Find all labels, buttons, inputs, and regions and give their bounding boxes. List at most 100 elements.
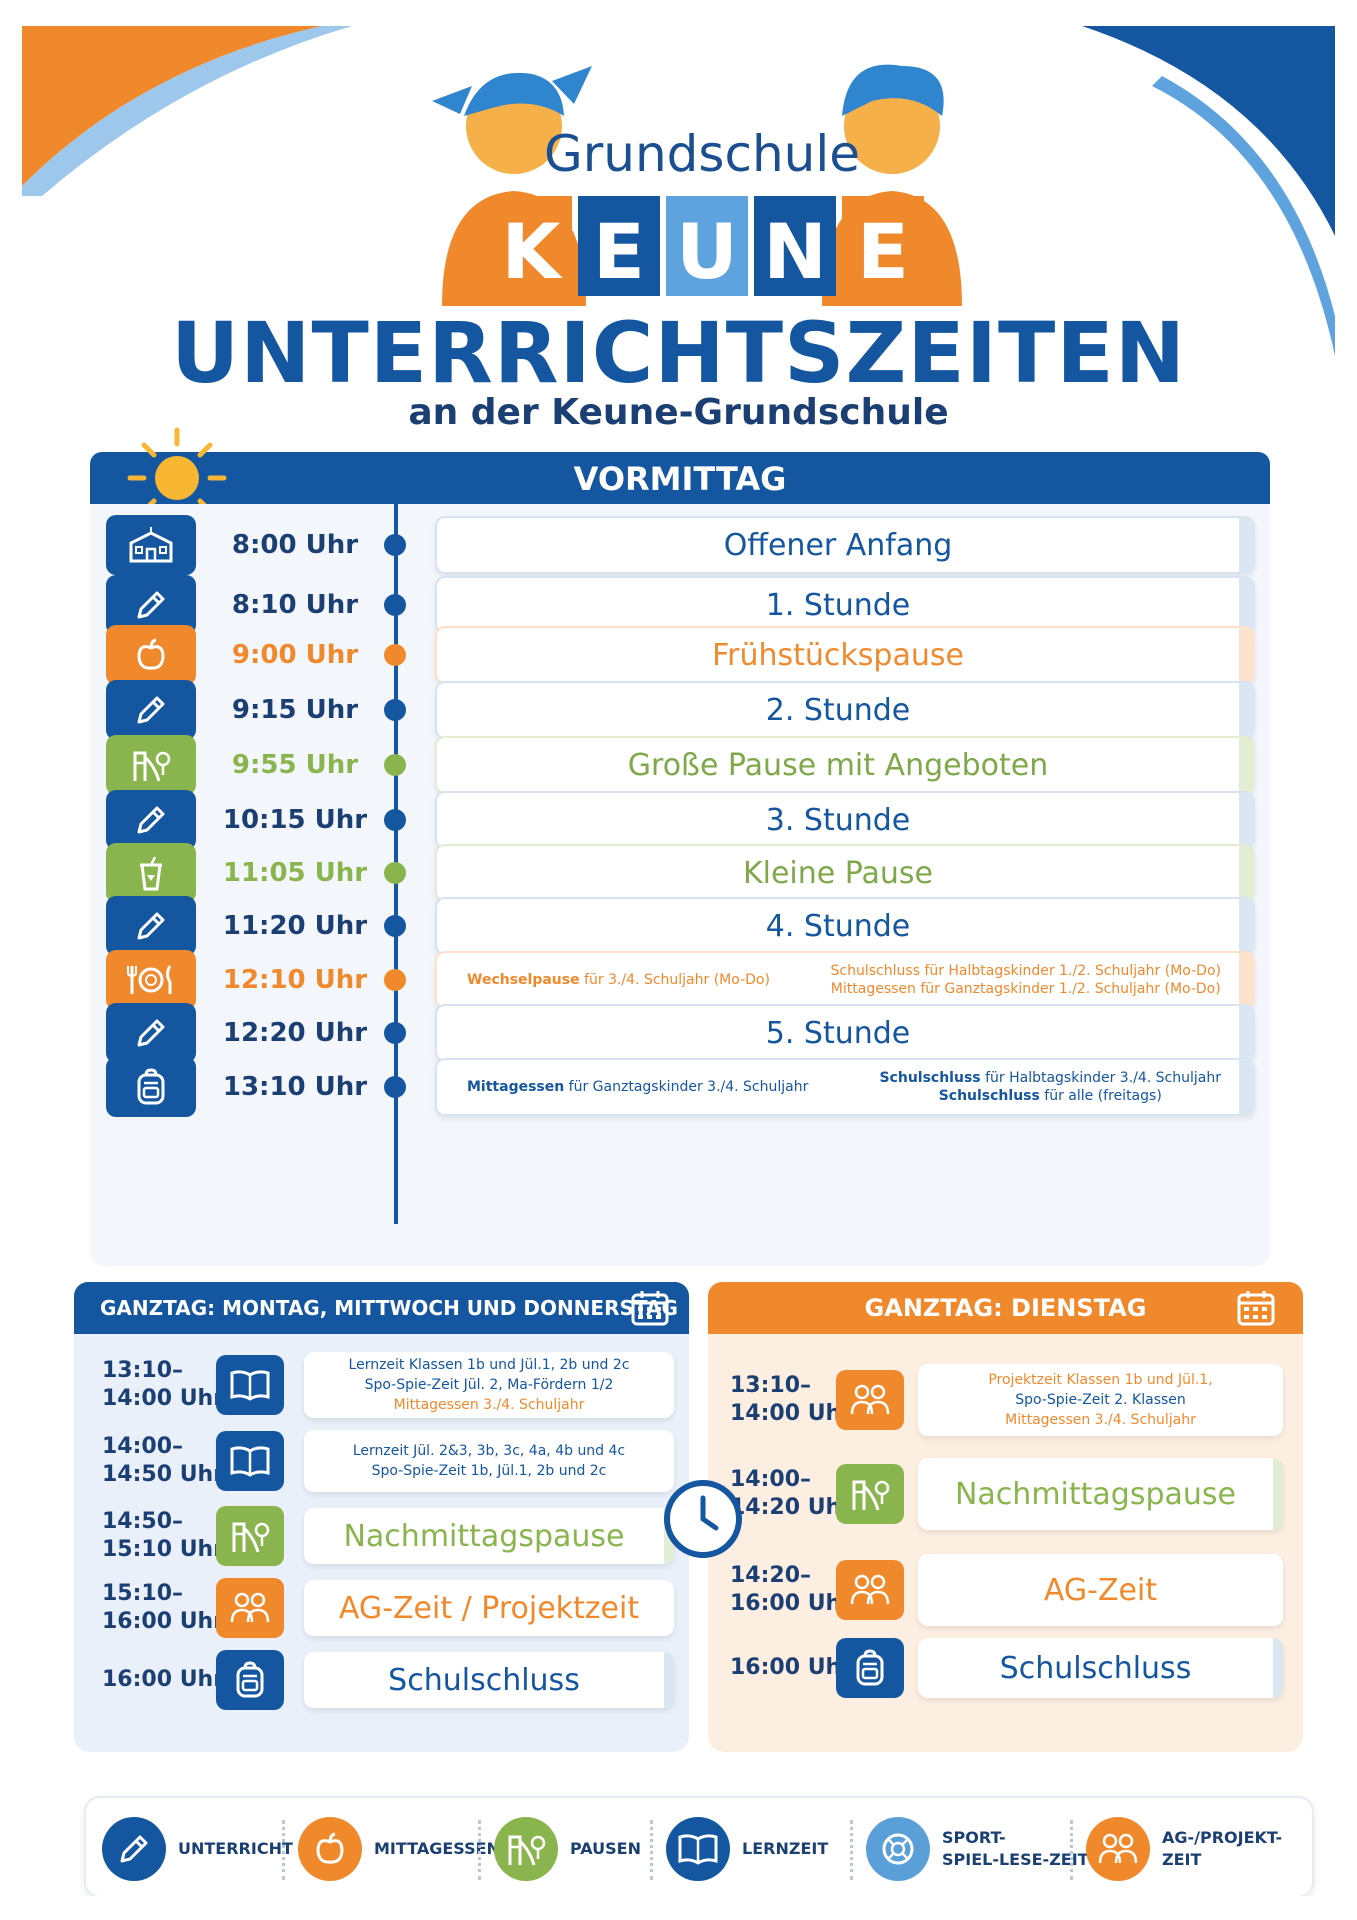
pencil-icon (106, 790, 196, 850)
ganztag-entry: Projektzeit Klassen 1b und Jül.1, Spo-Spi… (918, 1364, 1283, 1436)
book-icon (666, 1817, 730, 1881)
schedule-row: 10:15 Uhr 3. Stunde (90, 790, 1270, 850)
legend-label-line: MITTAGESSEN (374, 1839, 500, 1858)
entry-right-line: Schulschluss für Halbtagskinder 1./2. Sc… (830, 963, 1221, 979)
schedule-time: 13:10 Uhr (222, 1072, 368, 1102)
schedule-label: 1. Stunde (765, 587, 911, 623)
legend-separator (1070, 1820, 1073, 1880)
legend-item: MITTAGESSEN (298, 1816, 500, 1882)
legend-separator (850, 1820, 853, 1880)
ball-icon (866, 1817, 930, 1881)
schedule-row: 8:00 Uhr Offener Anfang (90, 515, 1270, 575)
legend-label: UNTERRICHT (178, 1838, 293, 1860)
legend-separator (650, 1820, 653, 1880)
pencil-icon (106, 1003, 196, 1063)
legend-label: MITTAGESSEN (374, 1838, 500, 1860)
entry-right-line: Schulschluss für Halbtagskinder 3./4. Sc… (879, 1069, 1221, 1087)
backpack-icon (106, 1057, 196, 1117)
schedule-label: 2. Stunde (765, 692, 911, 728)
schedule-label: 3. Stunde (765, 802, 911, 838)
ganztag-time-end: 14:00 Uhr (102, 1386, 225, 1411)
schedule-label: Große Pause mit Angeboten (627, 747, 1049, 783)
schedule-row: 12:20 Uhr 5. Stunde (90, 1003, 1270, 1063)
legend-separator (282, 1820, 285, 1880)
group-icon (836, 1370, 904, 1430)
svg-text:Grundschule: Grundschule (544, 125, 860, 183)
legend-label-line: SPORT- (942, 1828, 1006, 1847)
ganztag-time: 14:00– 14:50 Uhr (102, 1433, 224, 1489)
schedule-row: 11:20 Uhr 4. Stunde (90, 896, 1270, 956)
group-icon (836, 1560, 904, 1620)
ganztag-right-panel: GANZTAG: DIENSTAG 13:10– 14:00 Uhr Projekt… (708, 1282, 1303, 1752)
ganztag-entry-label: Nachmittagspause (954, 1476, 1236, 1512)
ganztag-entry-line: Lernzeit Klassen 1b und Jül.1, 2b und 2c (348, 1357, 630, 1373)
legend-label: LERNZEIT (742, 1838, 828, 1860)
ganztag-entry-line: Mittagessen 3./4. Schuljahr (393, 1397, 585, 1413)
legend-separator (478, 1820, 481, 1880)
ganztag-time-start: 14:00– (730, 1467, 812, 1492)
schedule-label: 4. Stunde (765, 908, 911, 944)
schedule-label: Offener Anfang (723, 527, 953, 563)
timeline-dot (384, 699, 406, 721)
schedule-entry: Wechselpause für 3./4. Schuljahr (Mo-Do)… (435, 951, 1255, 1009)
timeline-dot (384, 1022, 406, 1044)
group-icon (1086, 1817, 1150, 1881)
playground-icon (106, 735, 196, 795)
ganztag-entry: AG-Zeit / Projektzeit (304, 1580, 674, 1636)
ganztag-entry-label: Schulschluss (999, 1650, 1192, 1686)
ganztag-time-start: 13:10– (102, 1358, 184, 1383)
apple-icon (298, 1817, 362, 1881)
logo-letter: E (593, 207, 645, 296)
legend-label-line: LERNZEIT (742, 1839, 829, 1858)
entry-right-bold: Schulschluss (879, 1070, 981, 1086)
legend-label: AG-/PROJEKT- ZEIT (1162, 1827, 1282, 1871)
backpack-icon (836, 1638, 904, 1698)
ganztag-entry: Schulschluss (918, 1638, 1283, 1698)
ganztag-entry: Schulschluss (304, 1652, 674, 1708)
legend-item: SPORT- SPIEL-LESE-ZEIT (866, 1816, 1089, 1882)
ganztag-entry-label: Schulschluss (388, 1662, 580, 1698)
ganztag-time: 15:10– 16:00 Uhr (102, 1580, 224, 1636)
ganztag-entry: Nachmittagspause (304, 1508, 674, 1564)
schedule-time: 10:15 Uhr (222, 805, 368, 835)
calendar-icon (630, 1289, 670, 1327)
ganztag-entry: Nachmittagspause (918, 1458, 1283, 1530)
schedule-time: 9:55 Uhr (231, 750, 359, 780)
schedule-label: Kleine Pause (742, 855, 934, 891)
ganztag-time-end: 16:00 Uhr (730, 1591, 853, 1616)
schedule-row: 12:10 Uhr Wechselpause für 3./4. Schuljah… (90, 950, 1270, 1010)
schedule-time: 12:20 Uhr (222, 1018, 368, 1048)
ganztag-entry-line: Mittagessen 3./4. Schuljahr (1005, 1412, 1196, 1428)
ganztag-time-end: 15:10 Uhr (102, 1537, 225, 1562)
legend-label-line: UNTERRICHT (178, 1839, 293, 1858)
ganztag-time-start: 14:00– (102, 1434, 184, 1459)
ganztag-time-end: 14:20 Uhr (730, 1495, 853, 1520)
schedule-row: 9:15 Uhr 2. Stunde (90, 680, 1270, 740)
schedule-row: 11:05 Uhr Kleine Pause (90, 843, 1270, 903)
timeline-dot (384, 754, 406, 776)
ganztag-time-end: 14:50 Uhr (102, 1462, 225, 1487)
entry-left-rest: für 3./4. Schuljahr (Mo-Do) (579, 972, 770, 988)
ganztag-time: 13:10– 14:00 Uhr (730, 1372, 852, 1428)
legend-item: UNTERRICHT (102, 1816, 293, 1882)
ganztag-left-panel: GANZTAG: MONTAG, MITTWOCH UND DONNERSTAG… (74, 1282, 689, 1752)
logo-letter: K (502, 207, 564, 296)
legend-item: LERNZEIT (666, 1816, 828, 1882)
legend-label-line: SPIEL-LESE-ZEIT (942, 1850, 1089, 1869)
timeline-dot (384, 915, 406, 937)
schedule-row: 13:10 Uhr Mittagessen für Ganztagskinder … (90, 1057, 1270, 1117)
school-building-icon (106, 515, 196, 575)
blue-corner-decoration (1082, 26, 1335, 356)
group-icon (216, 1578, 284, 1638)
apple-icon (106, 625, 196, 685)
school-logo: Grundschule K E U N E (432, 64, 962, 306)
ganztag-entry-label: AG-Zeit (1043, 1572, 1158, 1608)
ganztag-entry: Lernzeit Jül. 2&3, 3b, 3c, 4a, 4b und 4c… (304, 1430, 674, 1492)
ganztag-entry-line: Spo-Spie-Zeit 2. Klassen (1015, 1392, 1186, 1408)
ganztag-entry-label: AG-Zeit / Projektzeit (338, 1590, 640, 1626)
timeline-dot (384, 1076, 406, 1098)
ganztag-time-start: 14:50– (102, 1509, 184, 1534)
backpack-icon (216, 1650, 284, 1710)
schedule-entry: 4. Stunde (435, 897, 1255, 955)
pencil-icon (106, 680, 196, 740)
